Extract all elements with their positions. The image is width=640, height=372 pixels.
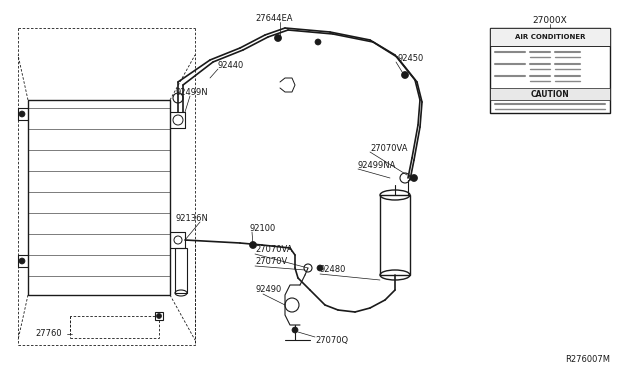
Text: 92490: 92490	[255, 285, 281, 295]
Text: 27070Q: 27070Q	[315, 336, 348, 344]
Text: AIR CONDITIONER: AIR CONDITIONER	[515, 34, 585, 40]
Bar	[490, 88, 610, 100]
Text: R276007M: R276007M	[565, 356, 610, 365]
Text: 92440: 92440	[218, 61, 244, 70]
Circle shape	[157, 314, 161, 318]
Text: 27070VA: 27070VA	[255, 246, 292, 254]
Circle shape	[315, 39, 321, 45]
Text: 27644EA: 27644EA	[255, 13, 292, 22]
Bar	[28, 100, 170, 295]
Text: 92136N: 92136N	[175, 214, 208, 222]
Circle shape	[250, 241, 257, 248]
Bar	[380, 195, 410, 275]
Text: 92450: 92450	[398, 54, 424, 62]
Text: 27000X: 27000X	[532, 16, 568, 25]
Bar	[175, 248, 187, 293]
Circle shape	[410, 174, 417, 182]
Text: 27760: 27760	[35, 330, 61, 339]
Circle shape	[19, 258, 25, 264]
Text: 92480: 92480	[320, 266, 346, 275]
Text: 27070VA: 27070VA	[370, 144, 408, 153]
Circle shape	[275, 35, 282, 42]
Circle shape	[317, 265, 323, 271]
Bar	[490, 28, 610, 113]
Circle shape	[19, 111, 25, 117]
Circle shape	[401, 71, 408, 78]
Text: 92100: 92100	[250, 224, 276, 232]
Text: CAUTION: CAUTION	[531, 90, 570, 99]
Text: 92499NA: 92499NA	[358, 160, 396, 170]
Text: 27070V: 27070V	[255, 257, 287, 266]
Bar	[155, 312, 163, 320]
Bar	[490, 28, 610, 46]
Circle shape	[292, 327, 298, 333]
Text: 92499N: 92499N	[175, 87, 207, 96]
